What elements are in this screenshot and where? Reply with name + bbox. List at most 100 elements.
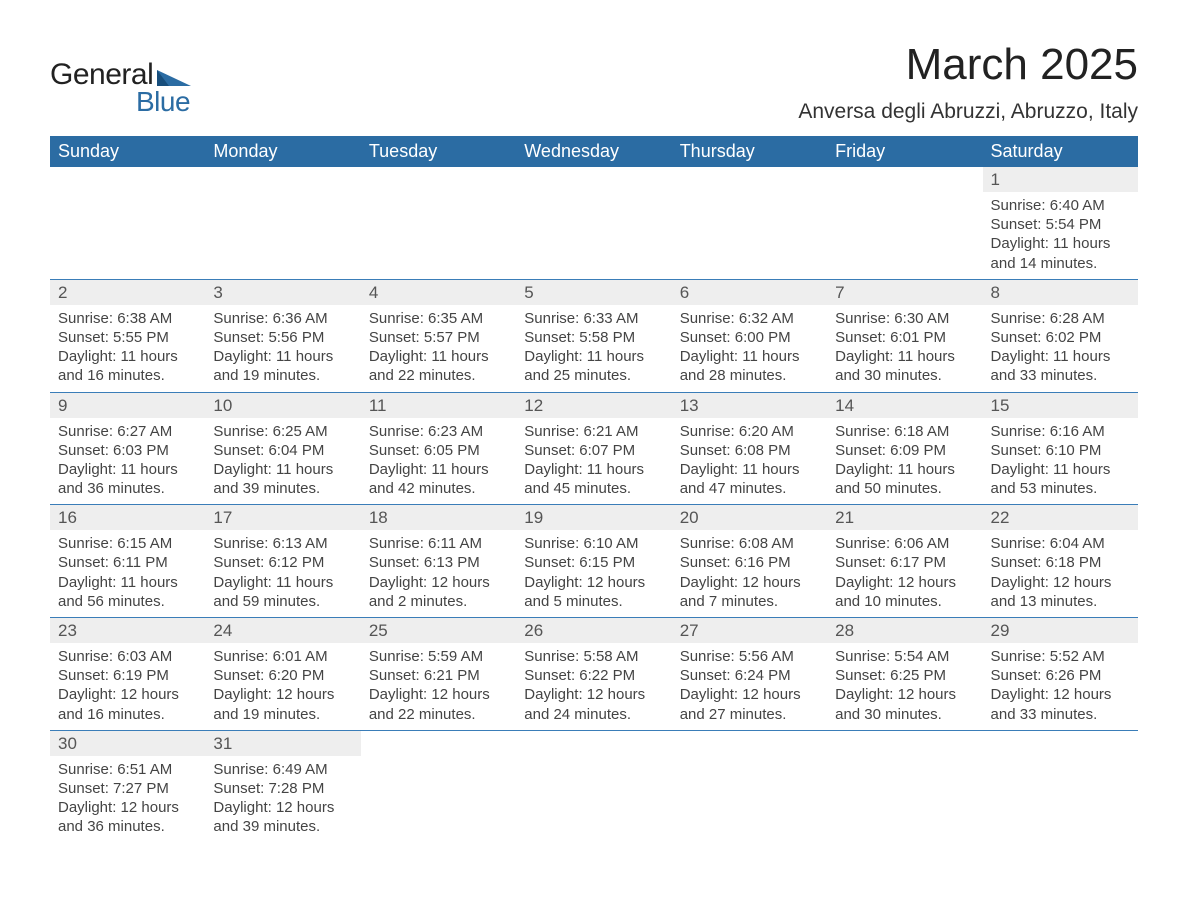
day-number: 4	[361, 280, 516, 305]
sunrise-line: Sunrise: 5:58 AM	[524, 647, 663, 666]
day-details: Sunrise: 6:03 AMSunset: 6:19 PMDaylight:…	[50, 643, 205, 730]
sunrise-line: Sunrise: 6:30 AM	[835, 309, 974, 328]
day-details: Sunrise: 6:16 AMSunset: 6:10 PMDaylight:…	[983, 418, 1138, 505]
day-number: 29	[983, 618, 1138, 643]
daylight-line: Daylight: 11 hours and 19 minutes.	[213, 347, 352, 385]
daylight-line: Daylight: 12 hours and 7 minutes.	[680, 573, 819, 611]
day-cell: 1Sunrise: 6:40 AMSunset: 5:54 PMDaylight…	[983, 167, 1138, 279]
daylight-line: Daylight: 11 hours and 22 minutes.	[369, 347, 508, 385]
day-cell: 11Sunrise: 6:23 AMSunset: 6:05 PMDayligh…	[361, 393, 516, 505]
sunrise-line: Sunrise: 6:20 AM	[680, 422, 819, 441]
title-block: March 2025 Anversa degli Abruzzi, Abruzz…	[798, 40, 1138, 124]
day-number: 7	[827, 280, 982, 305]
day-number: 2	[50, 280, 205, 305]
day-details: Sunrise: 6:32 AMSunset: 6:00 PMDaylight:…	[672, 305, 827, 392]
daylight-line: Daylight: 11 hours and 30 minutes.	[835, 347, 974, 385]
sunset-line: Sunset: 7:27 PM	[58, 779, 197, 798]
day-details: Sunrise: 6:51 AMSunset: 7:27 PMDaylight:…	[50, 756, 205, 843]
sunset-line: Sunset: 6:00 PM	[680, 328, 819, 347]
sunrise-line: Sunrise: 6:18 AM	[835, 422, 974, 441]
month-title: March 2025	[798, 40, 1138, 90]
daylight-line: Daylight: 11 hours and 59 minutes.	[213, 573, 352, 611]
sunset-line: Sunset: 6:12 PM	[213, 553, 352, 572]
sunrise-line: Sunrise: 6:51 AM	[58, 760, 197, 779]
day-number: 30	[50, 731, 205, 756]
weekday-header-cell: Wednesday	[516, 136, 671, 167]
day-cell	[516, 731, 671, 843]
daylight-line: Daylight: 12 hours and 16 minutes.	[58, 685, 197, 723]
weekday-header-cell: Monday	[205, 136, 360, 167]
sunset-line: Sunset: 6:07 PM	[524, 441, 663, 460]
brand-triangle-icon	[157, 64, 191, 91]
sunset-line: Sunset: 5:56 PM	[213, 328, 352, 347]
day-cell: 23Sunrise: 6:03 AMSunset: 6:19 PMDayligh…	[50, 618, 205, 730]
day-details	[50, 192, 205, 202]
sunrise-line: Sunrise: 6:03 AM	[58, 647, 197, 666]
day-details: Sunrise: 6:10 AMSunset: 6:15 PMDaylight:…	[516, 530, 671, 617]
day-number: 11	[361, 393, 516, 418]
sunrise-line: Sunrise: 6:40 AM	[991, 196, 1130, 215]
sunrise-line: Sunrise: 6:15 AM	[58, 534, 197, 553]
sunset-line: Sunset: 6:26 PM	[991, 666, 1130, 685]
day-details	[827, 192, 982, 202]
daylight-line: Daylight: 11 hours and 56 minutes.	[58, 573, 197, 611]
sunrise-line: Sunrise: 6:21 AM	[524, 422, 663, 441]
daylight-line: Daylight: 12 hours and 36 minutes.	[58, 798, 197, 836]
daylight-line: Daylight: 11 hours and 14 minutes.	[991, 234, 1130, 272]
sunset-line: Sunset: 5:55 PM	[58, 328, 197, 347]
day-cell	[516, 167, 671, 279]
day-cell: 28Sunrise: 5:54 AMSunset: 6:25 PMDayligh…	[827, 618, 982, 730]
sunrise-line: Sunrise: 6:32 AM	[680, 309, 819, 328]
day-number: 6	[672, 280, 827, 305]
sunrise-line: Sunrise: 5:56 AM	[680, 647, 819, 666]
weekday-header-cell: Sunday	[50, 136, 205, 167]
day-cell	[50, 167, 205, 279]
sunset-line: Sunset: 6:16 PM	[680, 553, 819, 572]
day-details: Sunrise: 6:04 AMSunset: 6:18 PMDaylight:…	[983, 530, 1138, 617]
sunrise-line: Sunrise: 6:35 AM	[369, 309, 508, 328]
day-details: Sunrise: 6:18 AMSunset: 6:09 PMDaylight:…	[827, 418, 982, 505]
sunrise-line: Sunrise: 5:59 AM	[369, 647, 508, 666]
sunset-line: Sunset: 6:17 PM	[835, 553, 974, 572]
day-cell: 6Sunrise: 6:32 AMSunset: 6:00 PMDaylight…	[672, 280, 827, 392]
day-cell: 30Sunrise: 6:51 AMSunset: 7:27 PMDayligh…	[50, 731, 205, 843]
sunset-line: Sunset: 6:05 PM	[369, 441, 508, 460]
daylight-line: Daylight: 11 hours and 42 minutes.	[369, 460, 508, 498]
day-cell: 3Sunrise: 6:36 AMSunset: 5:56 PMDaylight…	[205, 280, 360, 392]
sunrise-line: Sunrise: 6:16 AM	[991, 422, 1130, 441]
week-row: 16Sunrise: 6:15 AMSunset: 6:11 PMDayligh…	[50, 504, 1138, 617]
sunrise-line: Sunrise: 6:13 AM	[213, 534, 352, 553]
sunset-line: Sunset: 6:22 PM	[524, 666, 663, 685]
day-cell: 26Sunrise: 5:58 AMSunset: 6:22 PMDayligh…	[516, 618, 671, 730]
day-details: Sunrise: 6:36 AMSunset: 5:56 PMDaylight:…	[205, 305, 360, 392]
sunrise-line: Sunrise: 6:08 AM	[680, 534, 819, 553]
sunrise-line: Sunrise: 5:52 AM	[991, 647, 1130, 666]
day-details: Sunrise: 6:08 AMSunset: 6:16 PMDaylight:…	[672, 530, 827, 617]
day-number: 15	[983, 393, 1138, 418]
day-number: 12	[516, 393, 671, 418]
week-row: 23Sunrise: 6:03 AMSunset: 6:19 PMDayligh…	[50, 617, 1138, 730]
day-details: Sunrise: 5:52 AMSunset: 6:26 PMDaylight:…	[983, 643, 1138, 730]
sunrise-line: Sunrise: 6:27 AM	[58, 422, 197, 441]
day-number: 22	[983, 505, 1138, 530]
day-cell: 10Sunrise: 6:25 AMSunset: 6:04 PMDayligh…	[205, 393, 360, 505]
daylight-line: Daylight: 11 hours and 36 minutes.	[58, 460, 197, 498]
day-cell: 19Sunrise: 6:10 AMSunset: 6:15 PMDayligh…	[516, 505, 671, 617]
day-number: 9	[50, 393, 205, 418]
day-number: 27	[672, 618, 827, 643]
day-details: Sunrise: 6:40 AMSunset: 5:54 PMDaylight:…	[983, 192, 1138, 279]
day-cell: 20Sunrise: 6:08 AMSunset: 6:16 PMDayligh…	[672, 505, 827, 617]
day-number: 5	[516, 280, 671, 305]
daylight-line: Daylight: 11 hours and 47 minutes.	[680, 460, 819, 498]
sunset-line: Sunset: 5:54 PM	[991, 215, 1130, 234]
day-cell: 24Sunrise: 6:01 AMSunset: 6:20 PMDayligh…	[205, 618, 360, 730]
day-cell: 29Sunrise: 5:52 AMSunset: 6:26 PMDayligh…	[983, 618, 1138, 730]
daylight-line: Daylight: 12 hours and 27 minutes.	[680, 685, 819, 723]
day-details	[827, 756, 982, 766]
day-details	[361, 756, 516, 766]
day-details: Sunrise: 6:11 AMSunset: 6:13 PMDaylight:…	[361, 530, 516, 617]
day-number: 19	[516, 505, 671, 530]
day-cell: 27Sunrise: 5:56 AMSunset: 6:24 PMDayligh…	[672, 618, 827, 730]
day-details: Sunrise: 6:27 AMSunset: 6:03 PMDaylight:…	[50, 418, 205, 505]
week-row: 9Sunrise: 6:27 AMSunset: 6:03 PMDaylight…	[50, 392, 1138, 505]
